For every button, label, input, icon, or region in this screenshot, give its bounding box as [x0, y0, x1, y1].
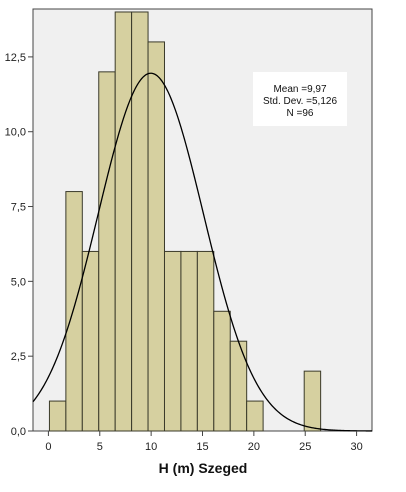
- x-tick-label-1: 5: [97, 441, 103, 453]
- histogram-bar-12: [246, 400, 264, 432]
- histogram-bar-10: [213, 310, 231, 432]
- histogram-bar-13: [303, 370, 322, 432]
- x-tick-label-6: 30: [350, 441, 362, 453]
- histogram-bars: [48, 11, 322, 432]
- x-tick-label-5: 25: [299, 441, 311, 453]
- histogram-bar-0: [48, 400, 67, 432]
- histogram-bar-11: [229, 340, 248, 432]
- histogram-bar-6: [147, 41, 165, 432]
- histogram-bar-2: [81, 250, 100, 432]
- y-tick-label-2: 5,0: [11, 276, 26, 288]
- histogram-bar-3: [98, 71, 116, 432]
- x-tick-label-0: 0: [45, 441, 51, 453]
- y-tick-label-5: 12,5: [5, 52, 26, 64]
- x-tick-label-4: 20: [248, 441, 260, 453]
- histogram-bar-1: [65, 191, 83, 432]
- histogram-bar-7: [163, 250, 182, 432]
- histogram-bar-4: [114, 11, 133, 432]
- x-tick-label-3: 15: [196, 441, 208, 453]
- y-tick-label-4: 10,0: [5, 127, 26, 139]
- stats-std-dev: Std. Dev. =5,126: [263, 96, 337, 107]
- histogram-bar-9: [196, 250, 215, 432]
- stats-n: N =96: [287, 108, 314, 119]
- y-tick-label-1: 2,5: [11, 351, 26, 363]
- axis-ticks: 0 5 10 15 20 25 30 0,0 2,5 5,0 7,5 10,0 12,5: [5, 52, 363, 453]
- normal-curve: [32, 72, 373, 432]
- y-tick-label-3: 7,5: [11, 202, 26, 214]
- stats-mean: Mean =9,97: [273, 84, 327, 95]
- stats-box: Mean =9,97 Std. Dev. =5,126 N =96: [253, 72, 347, 126]
- x-axis-title: H (m) Szeged: [159, 460, 248, 476]
- histogram-bar-8: [180, 250, 198, 432]
- stats-box-frame: [253, 72, 347, 126]
- y-tick-label-0: 0,0: [11, 426, 26, 438]
- x-tick-label-2: 10: [145, 441, 157, 453]
